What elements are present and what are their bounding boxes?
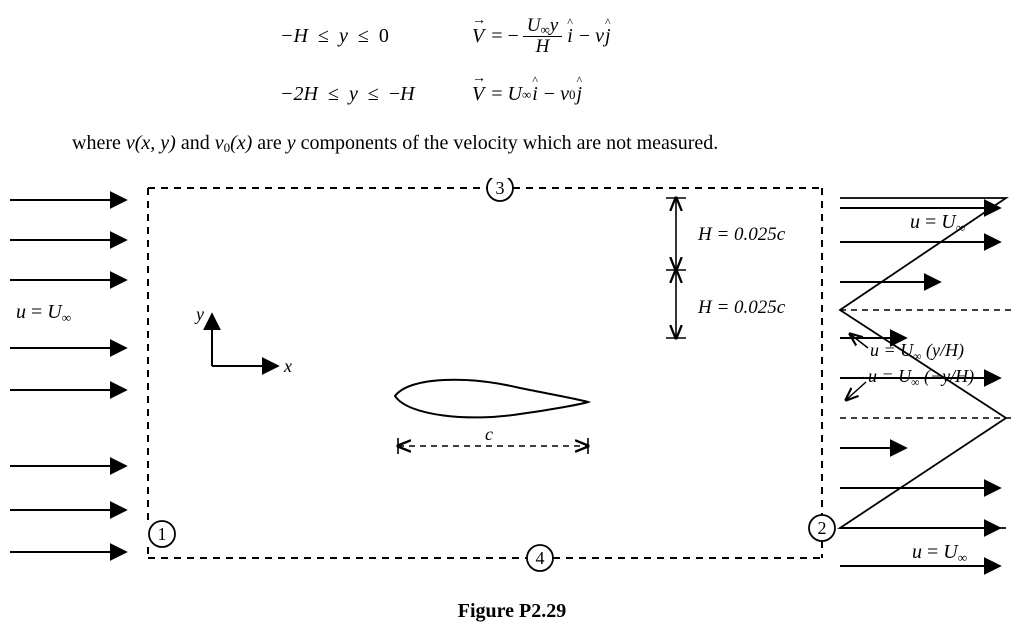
eq2-condition: −2H ≤ y ≤ −H xyxy=(280,84,470,104)
station-label-4: 4 xyxy=(536,548,545,568)
svg-text:c: c xyxy=(485,424,493,444)
page: { "equations": { "row1": { "cond_prefix"… xyxy=(0,0,1024,639)
svg-text:u = U∞ (y/H): u = U∞ (y/H) xyxy=(870,340,964,363)
svg-text:u = U∞ (−y/H): u = U∞ (−y/H) xyxy=(868,366,974,389)
svg-text:u = U∞: u = U∞ xyxy=(16,301,71,325)
svg-text:u = U∞: u = U∞ xyxy=(912,541,967,565)
equation-row-2: −2H ≤ y ≤ −H →V = U∞^i − v0^j xyxy=(280,72,760,116)
equation-row-1: −H ≤ y ≤ 0 →V = − U∞y H ^i − v^j xyxy=(280,14,760,58)
station-label-3: 3 xyxy=(496,178,505,198)
svg-text:x: x xyxy=(283,356,292,376)
station-label-1: 1 xyxy=(158,524,167,544)
eq2-rhs: →V = U∞^i − v0^j xyxy=(470,84,583,104)
figure-caption: Figure P2.29 xyxy=(0,600,1024,623)
eq1-condition: −H ≤ y ≤ 0 xyxy=(280,26,470,46)
svg-text:y: y xyxy=(194,304,204,324)
svg-text:u = U∞: u = U∞ xyxy=(910,211,965,235)
description-line: where v(x, y) and v0(x) are y components… xyxy=(72,132,718,156)
figure-diagram: 1 2 3 4 u = U∞ u = U∞ u = U∞ (y/H) u = U∞ (−y/H… xyxy=(0,178,1024,598)
svg-text:H = 0.025c: H = 0.025c xyxy=(697,224,786,245)
svg-text:H = 0.025c: H = 0.025c xyxy=(697,297,786,318)
station-label-2: 2 xyxy=(818,518,827,538)
eq1-rhs: →V = − U∞y H ^i − v^j xyxy=(470,16,612,56)
equation-block: −H ≤ y ≤ 0 →V = − U∞y H ^i − v^j −2H xyxy=(280,14,760,130)
